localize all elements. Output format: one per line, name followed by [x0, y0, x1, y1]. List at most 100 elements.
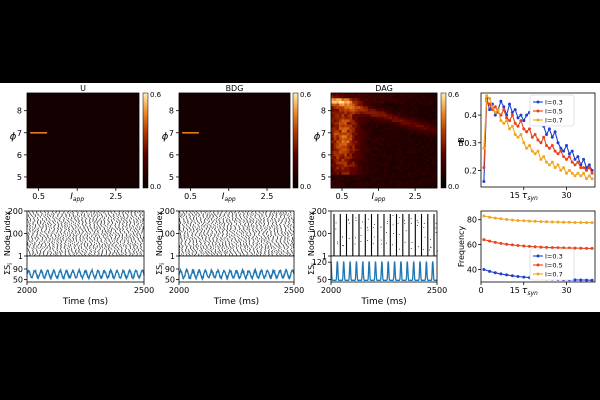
spike: [133, 222, 135, 225]
spike: [218, 246, 220, 248]
heatmap-cell: [331, 185, 334, 189]
heatmap-cell: [349, 158, 353, 162]
spike: [224, 240, 226, 243]
spike: [280, 214, 282, 217]
heatmap-cell: [341, 140, 345, 144]
spike: [79, 239, 81, 241]
heatmap-cell: [410, 103, 414, 107]
data-point: [505, 273, 509, 277]
spike: [34, 241, 36, 244]
spike: [243, 243, 245, 246]
heatmap-cell: [429, 140, 432, 144]
heatmap-cell: [391, 180, 395, 184]
spike: [265, 236, 267, 239]
heatmap-cell: [399, 111, 403, 115]
heatmap-cell: [336, 108, 340, 112]
heatmap-cell: [331, 108, 334, 112]
spike: [288, 235, 290, 238]
spike: [206, 252, 208, 254]
data-point: [482, 180, 486, 183]
spike: [55, 232, 57, 234]
heatmap-cell: [336, 137, 340, 141]
spike: [213, 226, 215, 228]
spike: [202, 214, 204, 217]
heatmap-cell: [365, 93, 369, 96]
heatmap-cell: [421, 106, 425, 110]
heatmap-cell: [349, 151, 353, 154]
heatmap-cell: [429, 124, 432, 128]
spike: [102, 226, 104, 228]
spike: [61, 223, 63, 226]
spike: [231, 240, 233, 243]
heatmap-cell: [415, 153, 419, 157]
spike: [34, 236, 36, 239]
heatmap-cell: [434, 106, 438, 110]
heatmap-cell: [373, 119, 377, 123]
spike: [28, 223, 30, 226]
data-point: [528, 244, 531, 248]
heatmap-cell: [426, 148, 430, 152]
spike: [243, 223, 246, 226]
legend-label: I=0.7: [545, 117, 563, 125]
heatmap-cell: [360, 172, 364, 176]
heatmap-cell: [410, 148, 414, 152]
spike: [133, 245, 135, 247]
spike: [63, 216, 65, 219]
heatmap-cell: [386, 182, 390, 186]
heatmap-cell: [399, 185, 403, 189]
heatmap-cell: [362, 161, 366, 165]
spike: [102, 234, 104, 237]
heatmap-cell: [338, 185, 342, 189]
heatmap-cell: [405, 135, 409, 139]
spike: [191, 235, 194, 238]
heatmap-cell: [426, 156, 430, 160]
spike: [259, 227, 261, 230]
spike: [188, 216, 191, 219]
spike: [116, 217, 118, 220]
heatmap-cell: [415, 166, 419, 170]
heatmap-cell: [368, 108, 372, 112]
heatmap-cell: [405, 127, 409, 131]
heatmap-cell: [415, 95, 419, 99]
spike: [212, 236, 214, 239]
spike: [278, 249, 280, 252]
spike: [386, 223, 388, 225]
spike: [271, 216, 274, 219]
spike: [117, 233, 119, 235]
spike: [130, 213, 132, 215]
heatmap-cell: [413, 185, 417, 189]
data-point: [562, 149, 566, 153]
heatmap-cell: [405, 100, 409, 104]
heatmap-cell: [344, 161, 348, 165]
spike: [75, 237, 77, 240]
spike: [211, 213, 213, 215]
heatmap-cell: [381, 158, 385, 162]
spike: [78, 224, 80, 227]
spike: [249, 248, 252, 251]
spike: [118, 235, 121, 238]
spike: [198, 234, 200, 237]
spike: [246, 219, 248, 221]
spike: [199, 214, 201, 217]
spike: [50, 233, 52, 235]
spike: [37, 217, 39, 220]
data-point: [493, 271, 497, 275]
spike: [133, 229, 135, 232]
spike: [260, 213, 263, 215]
spike: [130, 239, 132, 241]
heatmap-cell: [365, 127, 369, 131]
heatmap-cell: [357, 124, 361, 128]
heatmap-cell: [391, 124, 395, 128]
spike: [204, 229, 206, 232]
spike: [254, 229, 256, 232]
spike: [250, 224, 252, 227]
heatmap-cell: [333, 148, 337, 152]
spike: [49, 253, 51, 256]
heatmap-cell: [421, 129, 425, 133]
spike: [29, 222, 31, 225]
heatmap-cell: [331, 156, 334, 160]
heatmap-cell: [362, 164, 366, 168]
heatmap-cell: [397, 103, 401, 107]
spike: [43, 234, 45, 237]
spike: [231, 237, 233, 240]
